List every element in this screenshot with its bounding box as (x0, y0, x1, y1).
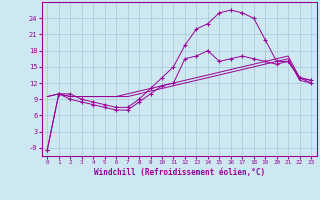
X-axis label: Windchill (Refroidissement éolien,°C): Windchill (Refroidissement éolien,°C) (94, 168, 265, 177)
